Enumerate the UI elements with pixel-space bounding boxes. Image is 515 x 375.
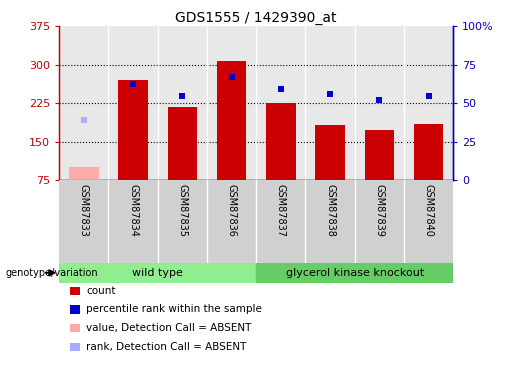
Text: genotype/variation: genotype/variation [5, 268, 98, 278]
Text: GSM87834: GSM87834 [128, 184, 138, 237]
Bar [69, 167, 98, 180]
Text: GSM87840: GSM87840 [423, 184, 434, 237]
Text: GSM87836: GSM87836 [227, 184, 236, 237]
Text: value, Detection Call = ABSENT: value, Detection Call = ABSENT [86, 323, 251, 333]
Text: count: count [86, 286, 115, 296]
Text: GSM87835: GSM87835 [177, 184, 187, 237]
Bar [414, 124, 443, 180]
Bar [365, 130, 394, 180]
Bar [266, 103, 296, 180]
Text: wild type: wild type [132, 268, 183, 278]
Bar [256, 262, 453, 283]
Title: GDS1555 / 1429390_at: GDS1555 / 1429390_at [176, 11, 337, 25]
Text: glycerol kinase knockout: glycerol kinase knockout [286, 268, 424, 278]
Bar [167, 107, 197, 180]
Text: rank, Detection Call = ABSENT: rank, Detection Call = ABSENT [86, 342, 246, 352]
Text: percentile rank within the sample: percentile rank within the sample [86, 304, 262, 314]
Text: GSM87833: GSM87833 [79, 184, 89, 237]
Bar [59, 262, 256, 283]
Text: GSM87839: GSM87839 [374, 184, 384, 237]
Bar [315, 124, 345, 180]
Bar [217, 61, 246, 180]
Bar [118, 80, 148, 180]
Text: GSM87838: GSM87838 [325, 184, 335, 237]
Text: GSM87837: GSM87837 [276, 184, 286, 237]
